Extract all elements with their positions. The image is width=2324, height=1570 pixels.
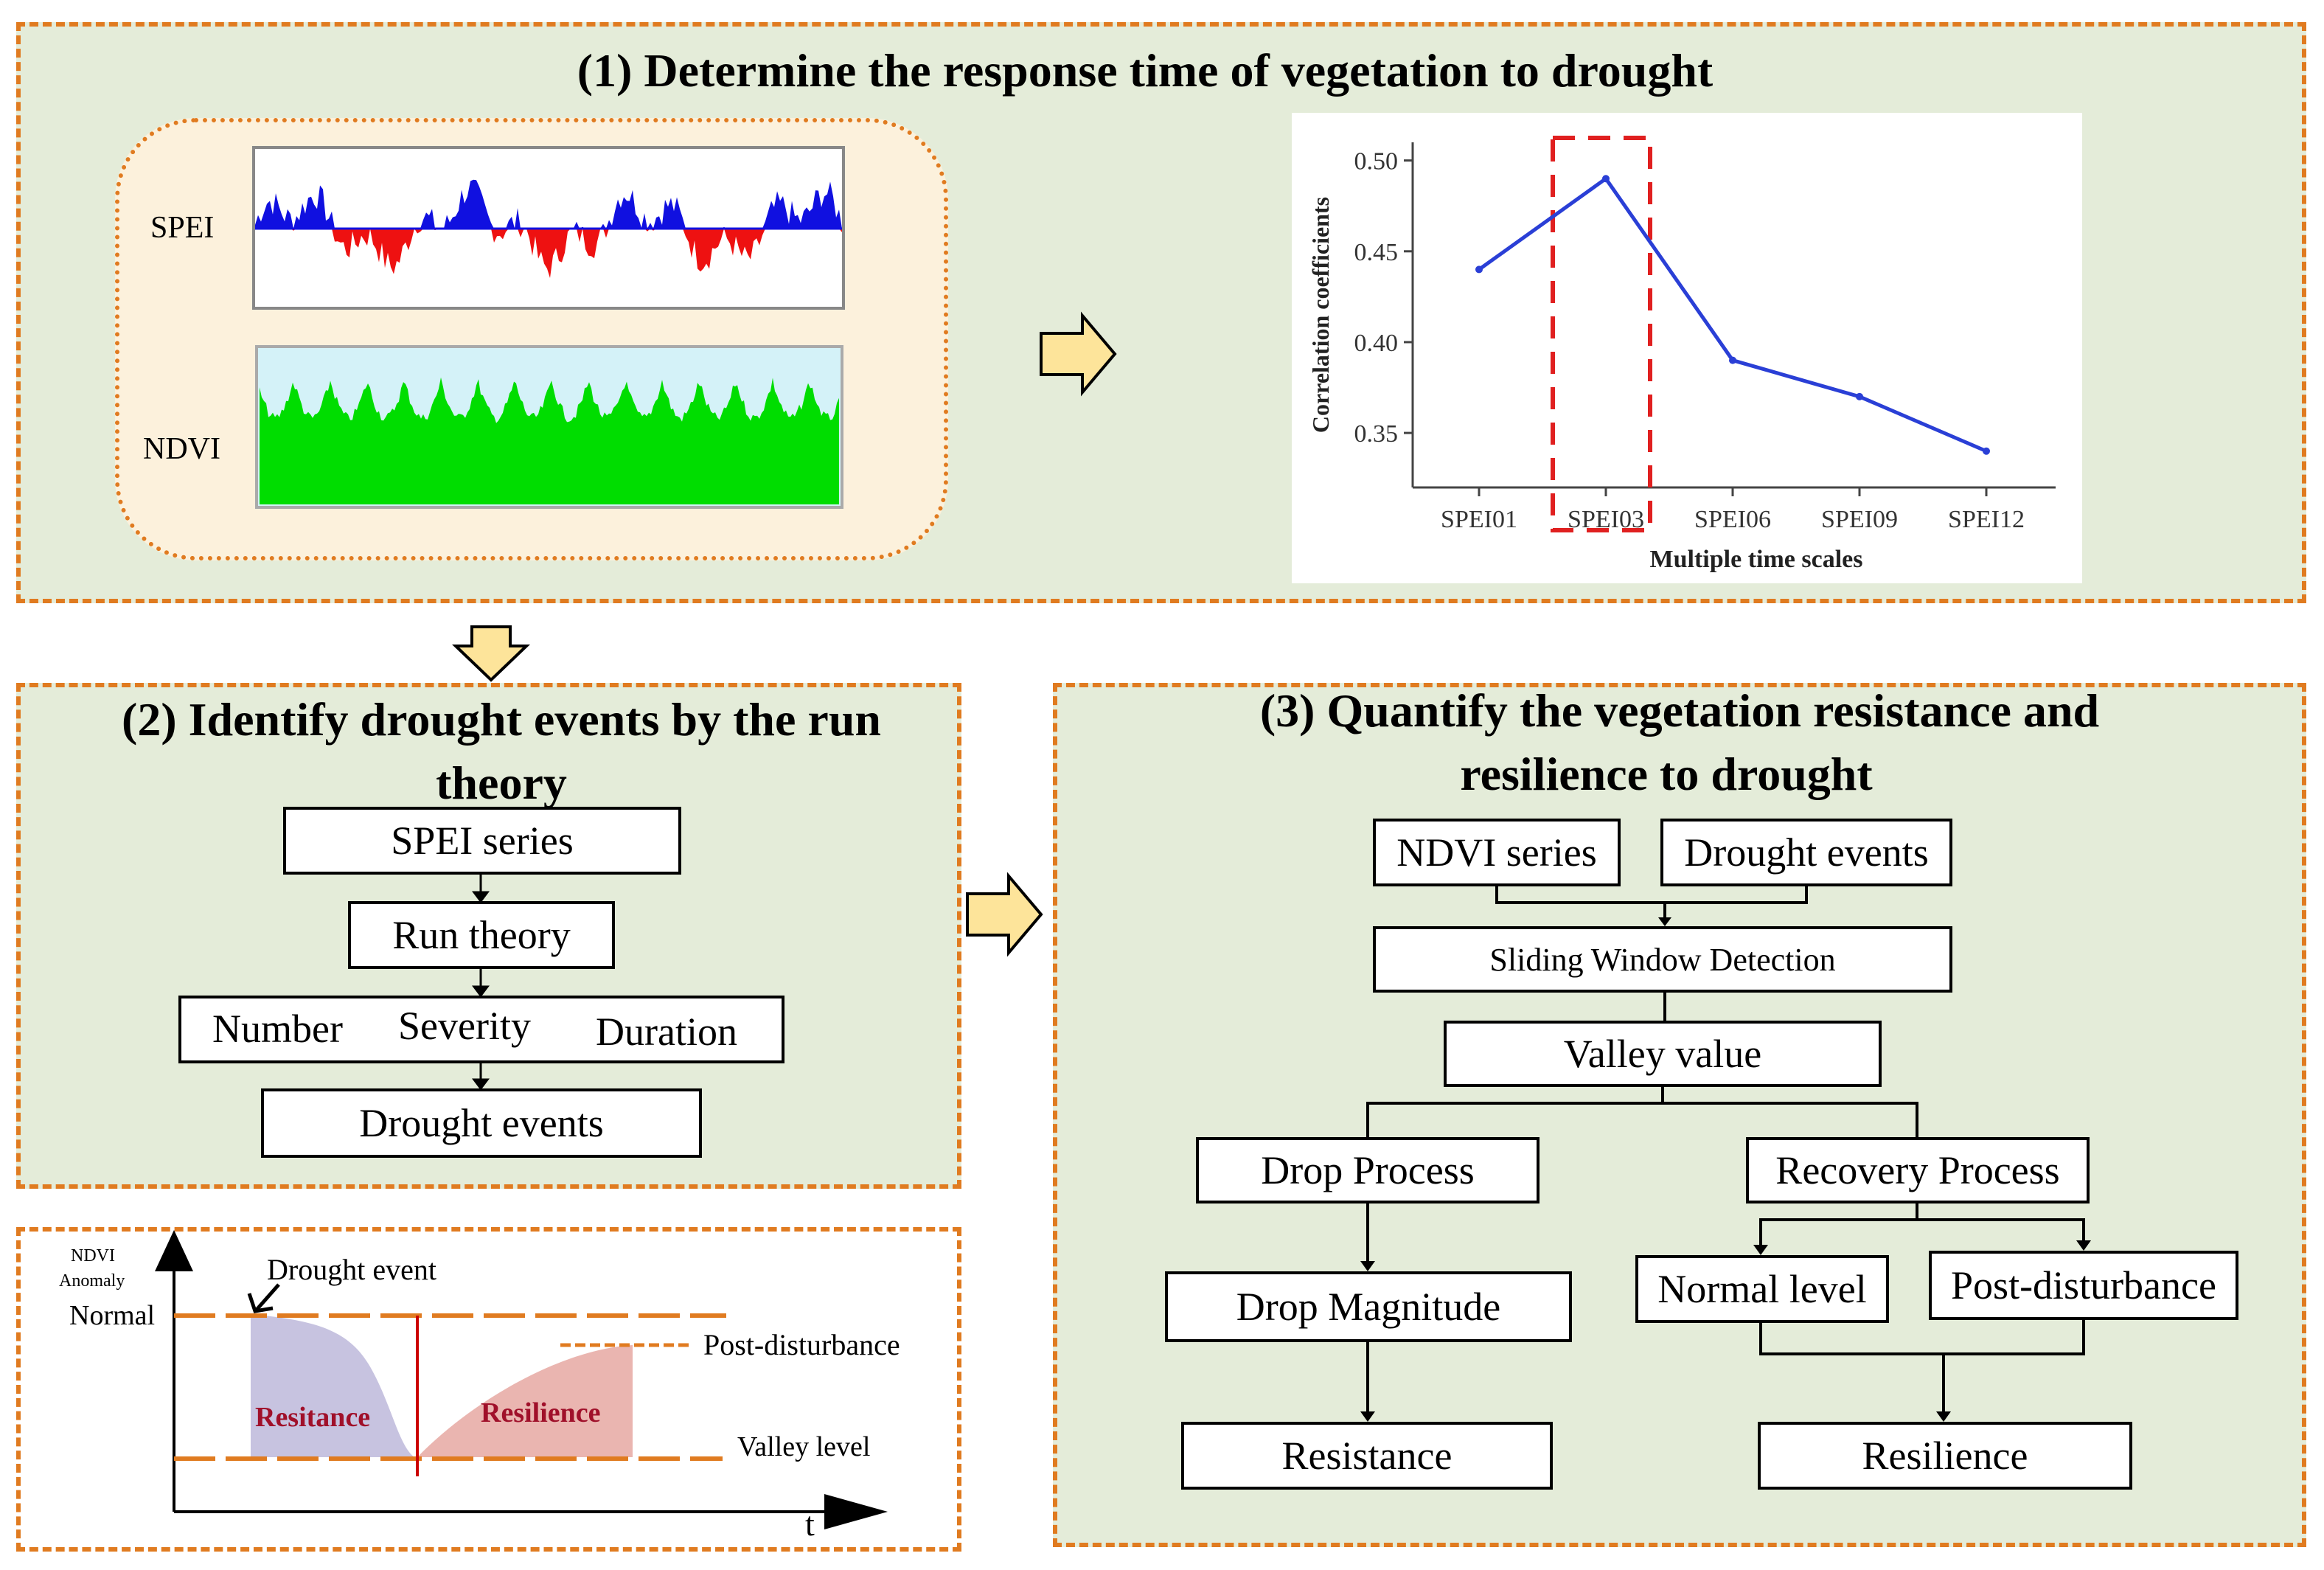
data-point: [1729, 356, 1736, 364]
resilience-area: [417, 1345, 633, 1457]
resistance-area: [251, 1314, 414, 1457]
anomaly-axis-label: Anomaly: [59, 1271, 125, 1291]
post-disturbance-label: Post-disturbance: [703, 1328, 900, 1361]
data-point: [1475, 265, 1483, 274]
y-tick-label: 0.50: [1354, 148, 1399, 176]
ndvi-axis-label: NDVI: [71, 1246, 115, 1265]
resilience-box: Resilience: [1758, 1422, 2132, 1490]
x-axis-arrow-icon: [824, 1494, 888, 1529]
arrow-right-icon: [1040, 311, 1117, 397]
y-axis-arrow-icon: [155, 1230, 193, 1271]
y-tick-label: 0.35: [1354, 420, 1399, 448]
spei-timeseries: [252, 146, 845, 310]
normal-label: Normal: [69, 1300, 156, 1331]
number-label: Number: [212, 1007, 343, 1051]
chart-x-label: Multiple time scales: [1650, 546, 1863, 573]
resistance-box: Resistance: [1181, 1422, 1553, 1490]
data-point: [1856, 392, 1863, 400]
panel2-title-line1: (2) Identify drought events by the run: [122, 693, 881, 746]
normal-level-box: Normal level: [1635, 1255, 1889, 1323]
ndvi-timeseries: [255, 345, 843, 509]
panel2-title-line2: theory: [436, 757, 567, 809]
resistance-label: Resitance: [255, 1402, 371, 1433]
sliding-window-box: Sliding Window Detection: [1373, 926, 1952, 993]
recovery-process-box: Recovery Process: [1746, 1137, 2090, 1203]
drop-process-box: Drop Process: [1196, 1137, 1540, 1203]
panel3-title-line1: (3) Quantify the vegetation resistance a…: [1259, 684, 2100, 737]
drought-event-label: Drought event: [267, 1253, 436, 1286]
ndvi-series-box: NDVI series: [1373, 819, 1621, 886]
x-tick-label: SPEI12: [1948, 506, 2025, 533]
panel3-title-line2: resilience to drought: [1460, 748, 1873, 800]
drought-events-input-box: Drought events: [1660, 819, 1952, 886]
resilience-label: Resilience: [481, 1397, 601, 1428]
y-tick-label: 0.40: [1354, 330, 1399, 357]
y-tick-label: 0.45: [1354, 239, 1399, 266]
spei-positive-area: [255, 179, 842, 229]
x-tick-label: SPEI01: [1441, 506, 1517, 533]
valley-value-box: Valley value: [1444, 1021, 1882, 1087]
arrow-down-icon: [452, 625, 530, 682]
run-theory-outputs-box: Number Severity Duration: [178, 996, 784, 1063]
run-theory-box: Run theory: [348, 901, 615, 969]
drought-event-pointer-icon: [255, 1283, 280, 1311]
ndvi-area: [260, 377, 839, 504]
spei-series-box: SPEI series: [283, 807, 681, 875]
data-point: [1983, 447, 1990, 455]
x-tick-label: SPEI06: [1694, 506, 1771, 533]
data-point: [1602, 175, 1610, 183]
drop-magnitude-box: Drop Magnitude: [1165, 1271, 1572, 1342]
arrow-right-icon: [966, 872, 1043, 957]
highlight-box: [1551, 136, 1652, 532]
post-disturbance-box: Post-disturbance: [1929, 1251, 2238, 1320]
ndvi-label: NDVI: [143, 432, 220, 466]
drought-events-box: Drought events: [261, 1088, 702, 1158]
chart-y-label: Correlation coefficients: [1307, 197, 1334, 433]
duration-label: Duration: [596, 1010, 737, 1054]
valley-level-label: Valley level: [737, 1431, 871, 1462]
spei-negative-area: [255, 229, 842, 278]
severity-label: Severity: [398, 1004, 531, 1048]
time-axis-label: t: [805, 1505, 815, 1543]
x-tick-label: SPEI09: [1821, 506, 1898, 533]
panel1-title: (1) Determine the response time of veget…: [577, 44, 1714, 97]
spei-label: SPEI: [150, 211, 215, 245]
